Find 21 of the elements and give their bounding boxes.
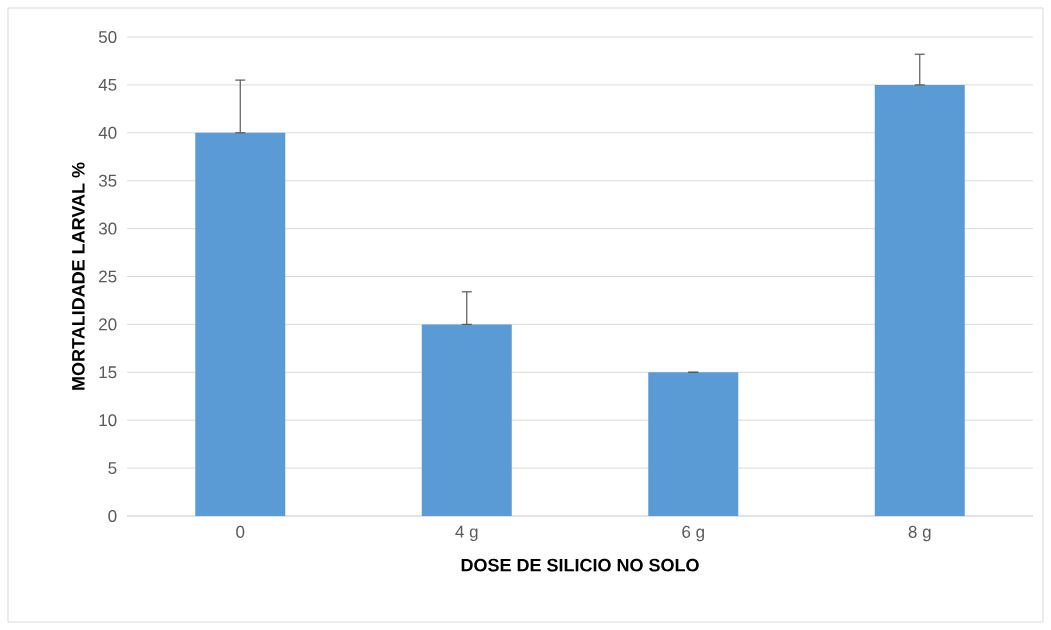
x-tick-label: 8 g (908, 525, 931, 542)
y-tick-label: 20 (99, 318, 117, 331)
y-tick-label: 45 (98, 78, 117, 91)
x-tick-label: 6 g (682, 525, 704, 542)
y-tick-label: 0 (108, 509, 117, 523)
x-axis-title: DOSE DE SILICIO NO SOLO (461, 558, 699, 572)
x-tick-label: 4 g (455, 525, 478, 542)
bar (648, 372, 739, 516)
bar (421, 324, 512, 516)
y-tick-label: 15 (99, 366, 117, 379)
y-tick-label: 35 (98, 174, 117, 187)
y-tick-label: 30 (98, 222, 117, 235)
x-tick-label: 0 (236, 525, 245, 538)
y-tick-label: 5 (108, 462, 117, 475)
bar (195, 132, 286, 516)
y-axis-title: MORTALIDADE LARVAL % (71, 162, 85, 390)
y-tick-label: 25 (99, 270, 117, 283)
y-tick-label: 10 (99, 414, 117, 427)
bar (874, 84, 965, 516)
y-tick-label: 40 (98, 126, 117, 139)
y-tick-label: 50 (98, 30, 117, 44)
